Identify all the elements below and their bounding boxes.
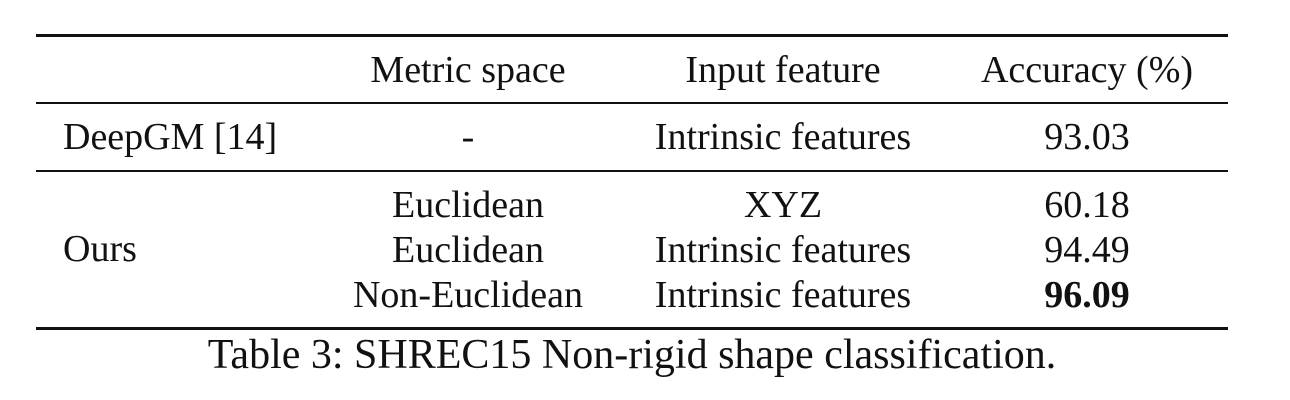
row-method-deepgm: DeepGM [14] xyxy=(63,116,278,158)
bottom-rule xyxy=(36,327,1228,330)
row-input-feature: Intrinsic features xyxy=(654,229,912,271)
row-accuracy-best: 96.09 xyxy=(1044,274,1130,316)
row-input-feature: XYZ xyxy=(743,184,823,226)
row-method-ours: Ours xyxy=(63,228,137,270)
header-accuracy: Accuracy (%) xyxy=(980,49,1194,91)
header-input-feature: Input feature xyxy=(685,49,881,91)
row-metric-space: Euclidean xyxy=(392,229,544,271)
table-caption: Table 3: SHREC15 Non-rigid shape classif… xyxy=(207,332,1057,378)
row-metric-space: - xyxy=(461,116,475,158)
header-rule xyxy=(36,102,1228,104)
row-accuracy: 60.18 xyxy=(1044,184,1130,226)
row-metric-space: Non-Euclidean xyxy=(352,274,584,316)
top-rule xyxy=(36,34,1228,37)
row-input-feature: Intrinsic features xyxy=(654,116,912,158)
row-accuracy: 94.49 xyxy=(1044,229,1130,271)
header-metric-space: Metric space xyxy=(370,49,566,91)
row-input-feature: Intrinsic features xyxy=(654,274,912,316)
row-accuracy: 93.03 xyxy=(1044,116,1130,158)
row-metric-space: Euclidean xyxy=(392,184,544,226)
section-rule xyxy=(36,170,1228,172)
